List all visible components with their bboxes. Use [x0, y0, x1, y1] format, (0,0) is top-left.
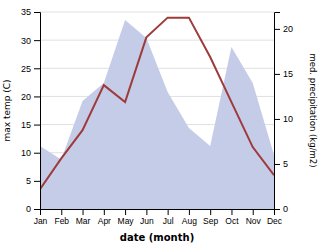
marks	[40, 18, 274, 209]
x-tick-label: Sep	[203, 216, 218, 226]
x-tick: Oct	[225, 209, 239, 226]
x-tick-mark	[83, 209, 84, 215]
x-tick-label: Oct	[225, 216, 239, 226]
x-axis-title: date (month)	[120, 232, 194, 243]
x-tick-label: Nov	[246, 216, 262, 226]
y2-tick-mark	[274, 209, 280, 210]
y-tick-label: 25	[21, 64, 31, 74]
y2-tick-mark	[274, 119, 280, 120]
y-tick-mark	[34, 96, 40, 97]
grid	[40, 12, 274, 209]
x-tick-label: Feb	[54, 216, 69, 226]
x-tick-mark	[61, 209, 62, 215]
x-tick-label: Mar	[76, 216, 91, 226]
y2-tick-mark	[274, 29, 280, 30]
y2-tick: 10	[274, 114, 293, 124]
y2-tick-label: 15	[283, 69, 293, 79]
x-tick: Dec	[267, 209, 283, 226]
y2-tick: 0	[274, 204, 288, 214]
x-tick: Feb	[54, 209, 69, 226]
y-tick: 35	[21, 7, 40, 17]
x-tick-mark	[253, 209, 254, 215]
y-tick: 15	[21, 120, 40, 130]
y-tick-mark	[34, 40, 40, 41]
y-tick-label: 10	[21, 148, 31, 158]
x-tick-mark	[146, 209, 147, 215]
x-tick-mark	[168, 209, 169, 215]
y-tick-mark	[34, 12, 40, 13]
y-tick-label: 0	[26, 204, 31, 214]
x-tick: Sep	[203, 209, 218, 226]
y-tick-label: 30	[21, 36, 31, 46]
y-tick: 10	[21, 148, 40, 158]
x-tick-label: May	[118, 216, 135, 226]
x-tick-label: Aug	[182, 216, 197, 226]
y-tick-label: 15	[21, 120, 31, 130]
y2-tick-label: 5	[283, 159, 288, 169]
area	[40, 20, 274, 209]
y-tick-label: 20	[21, 92, 31, 102]
x-tick-label: Jun	[140, 216, 154, 226]
y-tick: 20	[21, 92, 40, 102]
grid-line	[40, 12, 274, 13]
y-tick-mark	[34, 125, 40, 126]
x-tick: Jul	[163, 209, 174, 226]
y-tick-mark	[34, 68, 40, 69]
x-tick-mark	[125, 209, 126, 215]
x-tick-mark	[189, 209, 190, 215]
y2-axis-title: med. precipitation (kg/m2)	[308, 53, 318, 167]
x-tick: Jan	[34, 209, 48, 226]
x-tick-label: Dec	[267, 216, 283, 226]
y2-tick: 5	[274, 159, 288, 169]
y-tick: 5	[26, 176, 40, 186]
x-tick-label: Jan	[34, 216, 48, 226]
line	[40, 18, 274, 190]
y2-tick-label: 10	[283, 114, 293, 124]
chart: JanFebMarAprMayJunJulAugSepOctNovDec0510…	[0, 0, 318, 247]
grid-line	[40, 40, 274, 41]
y2-axis-line	[275, 13, 281, 210]
plot: JanFebMarAprMayJunJulAugSepOctNovDec0510…	[21, 7, 293, 226]
x-axis: Jan Feb Mar Apr May Jun Jul Aug Sep Oct Nov Dec	[34, 209, 283, 226]
y2-tick: 20	[274, 24, 293, 34]
y2-axis: 0 5 10 15 20	[274, 13, 293, 215]
y2-tick-mark	[274, 164, 280, 165]
x-tick-label: Jul	[163, 216, 174, 226]
x-tick-mark	[104, 209, 105, 215]
x-tick: Jun	[140, 209, 154, 226]
y-tick-label: 5	[26, 176, 31, 186]
y-tick-mark	[34, 153, 40, 154]
x-tick: Apr	[98, 209, 111, 226]
y-tick: 30	[21, 36, 40, 46]
x-tick-mark	[231, 209, 232, 215]
y-tick: 25	[21, 64, 40, 74]
x-axis-line	[41, 210, 275, 216]
y-tick-mark	[34, 209, 40, 210]
x-tick-mark	[210, 209, 211, 215]
x-tick: May	[118, 209, 135, 226]
x-tick-label: Apr	[98, 216, 111, 226]
y2-tick: 15	[274, 69, 293, 79]
y2-tick-label: 0	[283, 204, 288, 214]
y-axis-title: max temp (C)	[2, 79, 12, 141]
y-tick: 0	[26, 204, 40, 214]
y-tick-mark	[34, 181, 40, 182]
x-tick: Nov	[246, 209, 262, 226]
y-axis-line	[34, 13, 41, 210]
y-axis: 0 5 10 15 20 25 30 35	[21, 7, 41, 214]
x-tick: Mar	[76, 209, 91, 226]
y2-tick-label: 20	[283, 24, 293, 34]
x-tick: Aug	[182, 209, 197, 226]
y2-tick-mark	[274, 74, 280, 75]
y-tick-label: 35	[21, 7, 31, 17]
